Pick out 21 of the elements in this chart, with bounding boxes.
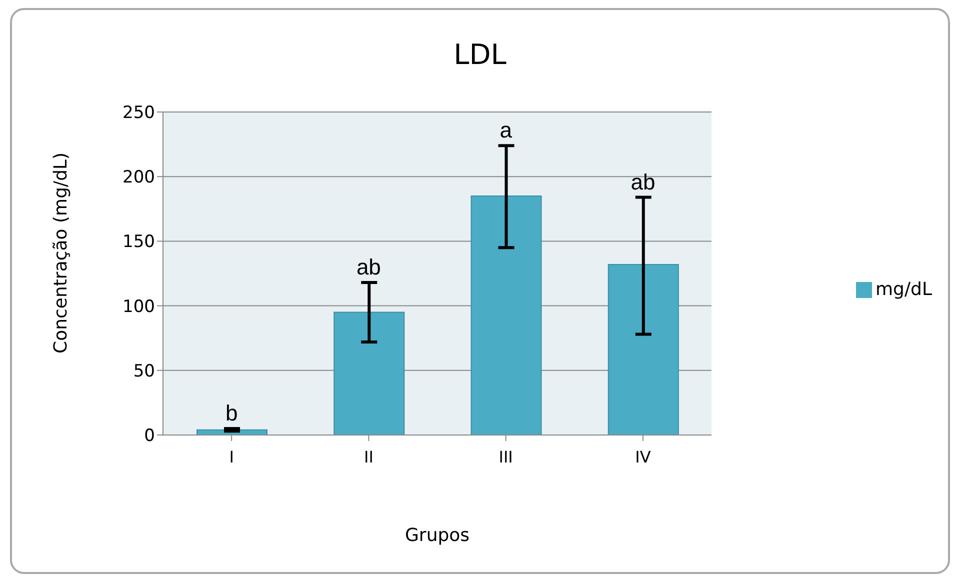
x-tick-label: IV: [635, 447, 651, 466]
annotation: ab: [356, 254, 381, 280]
x-tick-label: II: [364, 447, 374, 466]
annotation: b: [225, 400, 238, 426]
y-tick-label: 200: [122, 168, 155, 188]
x-tick-label: I: [229, 447, 234, 466]
chart-title: LDL: [452, 38, 508, 71]
bar: [334, 312, 405, 435]
legend-label: mg/dL: [876, 279, 932, 300]
y-tick-label: 150: [122, 232, 155, 252]
bar: [470, 195, 542, 435]
x-tick-label: III: [498, 447, 513, 466]
y-tick-label: 100: [122, 296, 155, 317]
y-tick-label: 0: [144, 426, 155, 446]
annotation: ab: [630, 169, 656, 194]
annotation: a: [500, 118, 513, 143]
bar: [608, 264, 679, 435]
y-tick-label: 50: [133, 361, 155, 382]
y-tick-label: 250: [122, 103, 155, 124]
x-axis-title: Grupos: [404, 525, 470, 546]
y-axis-title: Concentração (mg/dL): [50, 152, 72, 354]
